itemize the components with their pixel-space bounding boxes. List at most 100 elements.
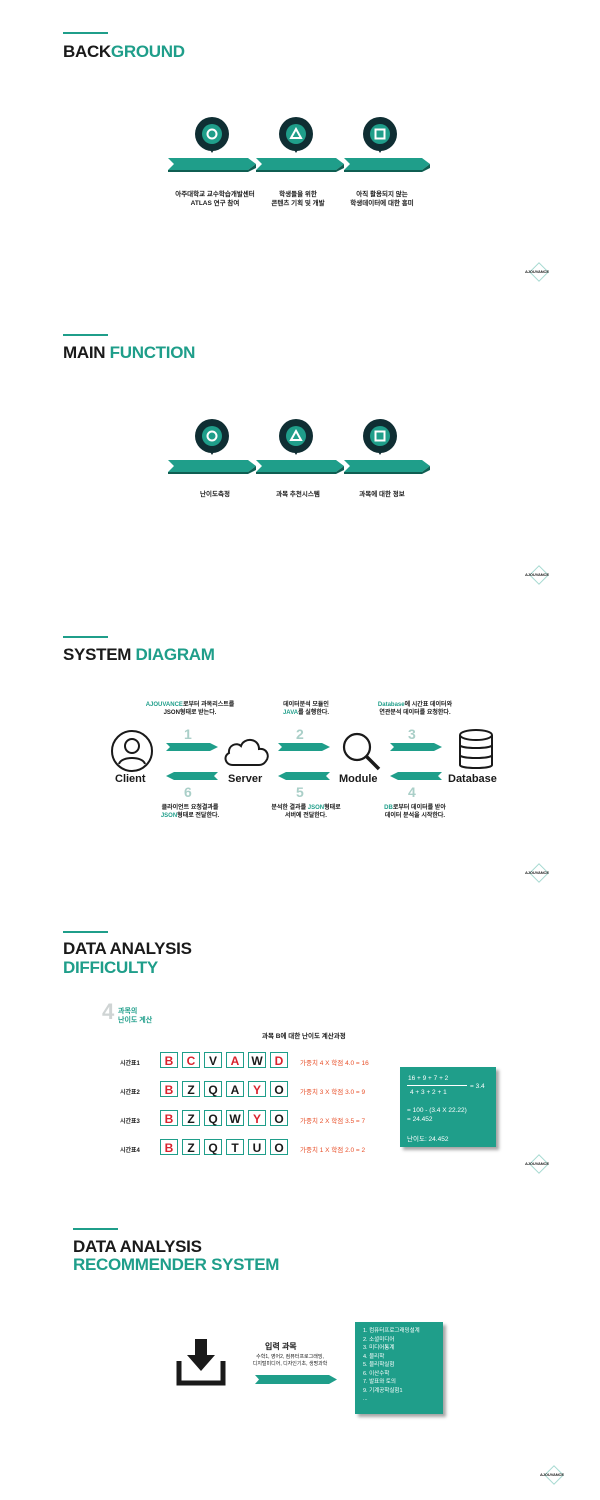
calc-step2: = 24.452 bbox=[407, 1116, 433, 1123]
download-icon bbox=[176, 1339, 226, 1386]
recommendation-item: 2. 소셜미디어 bbox=[363, 1336, 395, 1343]
timetable-cell: B bbox=[160, 1052, 178, 1068]
ajouvance-logo: AJOUVANCE bbox=[540, 1465, 566, 1485]
recommendation-item: 3. 미디어통계 bbox=[363, 1345, 395, 1351]
magnifier-icon bbox=[342, 732, 381, 771]
node-label-module: Module bbox=[339, 773, 378, 785]
weight-formula: 가중치 2 X 학점 3.5 = 7 bbox=[300, 1118, 366, 1125]
title-part-dark: BACK bbox=[63, 42, 111, 61]
recommendation-item: ... bbox=[363, 1396, 368, 1402]
calc-result: = 3.4 bbox=[470, 1083, 485, 1090]
step-number: 3 bbox=[408, 726, 416, 742]
step-number: 5 bbox=[296, 784, 304, 800]
weight-formula: 가중치 3 X 학점 3.0 = 9 bbox=[300, 1089, 366, 1096]
background-step-caption: 아주대학교 교수학습개발센터 ATLAS 연구 참여 bbox=[175, 191, 255, 207]
calc-step1: = 100 - (3.4 X 22.22) bbox=[407, 1107, 467, 1114]
input-courses-title: 입력 과목 bbox=[265, 1342, 297, 1351]
timetable-cell: B bbox=[160, 1110, 178, 1126]
recommender-title-line2: RECOMMENDER SYSTEM bbox=[73, 1255, 280, 1274]
square-pin bbox=[363, 117, 397, 153]
recommendation-item: 9. 기계공학실험1 bbox=[363, 1387, 403, 1394]
triangle-pin bbox=[279, 419, 313, 455]
timetable-cell: W bbox=[226, 1110, 244, 1126]
weight-formula: 가중치 4 X 학점 4.0 = 16 bbox=[300, 1060, 369, 1067]
ajouvance-logo: AJOUVANCE bbox=[525, 565, 551, 585]
timetable-cell: Y bbox=[248, 1110, 266, 1126]
arrow-left-icon bbox=[166, 772, 218, 780]
timetable-cell: Q bbox=[204, 1139, 222, 1155]
arrow-left-icon bbox=[278, 772, 330, 780]
difficulty-calc-box: 16 + 9 + 7 + 2 4 + 3 + 2 + 1 = 3.4 = 100… bbox=[400, 1067, 496, 1147]
difficulty-title-line1: DATA ANALYSIS bbox=[63, 939, 192, 958]
timetable-cell: V bbox=[204, 1052, 222, 1068]
square-icon bbox=[374, 430, 386, 442]
recommender-title-line1: DATA ANALYSIS bbox=[73, 1237, 202, 1256]
node-label-client: Client bbox=[115, 773, 146, 785]
cloud-icon bbox=[224, 739, 269, 766]
timetable-cell: Z bbox=[182, 1081, 200, 1097]
title-part-dark: MAIN bbox=[63, 343, 110, 362]
timetable-cell: D bbox=[270, 1052, 288, 1068]
arrow-right-icon bbox=[390, 743, 442, 751]
background-step-caption: 아직 활용되지 않는 학생데이터에 대한 흥미 bbox=[350, 191, 414, 207]
timetable-cell: O bbox=[270, 1081, 288, 1097]
timetable-cell: Q bbox=[204, 1110, 222, 1126]
background-step-caption: 학생들을 위한 콘텐츠 기획 및 개발 bbox=[271, 191, 325, 207]
timetable-cell: B bbox=[160, 1081, 178, 1097]
step-number: 1 bbox=[184, 726, 192, 742]
timetable-cell: O bbox=[270, 1139, 288, 1155]
square-icon bbox=[374, 128, 386, 140]
timetable-cell: B bbox=[160, 1139, 178, 1155]
section-rule bbox=[73, 1228, 118, 1230]
ajouvance-logo: AJOUVANCE bbox=[525, 262, 551, 282]
timetable-cell: W bbox=[248, 1052, 266, 1068]
arrow-left-icon bbox=[390, 772, 442, 780]
timetable-label: 시간표3 bbox=[120, 1119, 140, 1125]
diagram-step-caption: DB로부터 데이터를 받아 데이터 분석을 시작한다. bbox=[384, 805, 446, 819]
calc-denominator: 4 + 3 + 2 + 1 bbox=[410, 1089, 447, 1096]
circle-pin bbox=[195, 419, 229, 455]
difficulty-title-line2: DIFFICULTY bbox=[63, 958, 158, 977]
timetable-cell: Y bbox=[248, 1081, 266, 1097]
timetable-label: 시간표4 bbox=[120, 1148, 140, 1154]
node-label-database: Database bbox=[448, 773, 497, 785]
ajouvance-logo: AJOUVANCE bbox=[525, 1154, 551, 1174]
title-part-accent: GROUND bbox=[110, 42, 185, 61]
title-part-accent: FUNCTION bbox=[109, 343, 196, 362]
timetable-cell: Z bbox=[182, 1139, 200, 1155]
step-badge-text: 과목의 난이도 계산 bbox=[118, 1008, 153, 1024]
timetable-cell: A bbox=[226, 1081, 244, 1097]
circle-icon bbox=[206, 430, 218, 442]
timetable-cell: T bbox=[226, 1139, 244, 1155]
node-label-server: Server bbox=[228, 773, 263, 785]
section-rule bbox=[63, 931, 108, 933]
title-part-accent: DIAGRAM bbox=[135, 645, 215, 664]
diagram-step-caption: 클라이언트 요청결과를 JSON형태로 전달한다. bbox=[160, 805, 220, 819]
triangle-icon bbox=[289, 428, 303, 441]
recommendation-list-box: 1. 컴퓨터프로그래밍설계 2. 소셜미디어 3. 미디어통계 4. 물리학 5… bbox=[355, 1322, 443, 1414]
timetable-cell: Z bbox=[182, 1110, 200, 1126]
diagram-step-caption: 데이터분석 모듈인 JAVA를 실행한다. bbox=[282, 702, 330, 716]
timetable-label: 시간표1 bbox=[120, 1061, 140, 1067]
main-function-caption: 과목에 대한 정보 bbox=[359, 491, 405, 498]
background-timeline-arrows bbox=[168, 158, 430, 172]
timetable-cell: O bbox=[270, 1110, 288, 1126]
input-courses-list: 수학1, 영어2, 컴퓨터프로그래밍, 디지털미디어, 디자인기초, 생명과학 bbox=[252, 1354, 328, 1367]
step-badge-number: 4 bbox=[102, 999, 115, 1024]
section-rule bbox=[63, 636, 108, 638]
weight-formula: 가중치 1 X 학점 2.0 = 2 bbox=[300, 1147, 366, 1154]
recommendation-item: 1. 컴퓨터프로그래밍설계 bbox=[363, 1328, 420, 1334]
ajouvance-logo: AJOUVANCE bbox=[525, 863, 551, 883]
circle-icon bbox=[206, 128, 218, 140]
timetable-cell: C bbox=[182, 1052, 200, 1068]
main-function-caption: 난이도측정 bbox=[200, 491, 230, 498]
main-function-title: MAIN FUNCTION bbox=[63, 343, 195, 362]
step-number: 2 bbox=[296, 726, 304, 742]
section-rule bbox=[63, 32, 108, 34]
arrow-right-icon bbox=[278, 743, 330, 751]
diagram-step-caption: Database에 시간표 데이터와 연관분석 데이터를 요청한다. bbox=[377, 702, 453, 716]
diagram-step-caption: AJOUVANCE로부터 과목리스트를 JSON형태로 받는다. bbox=[145, 702, 235, 716]
timetable-cell: U bbox=[248, 1139, 266, 1155]
system-diagram-title: SYSTEM DIAGRAM bbox=[63, 645, 215, 664]
step-number: 4 bbox=[408, 784, 416, 800]
